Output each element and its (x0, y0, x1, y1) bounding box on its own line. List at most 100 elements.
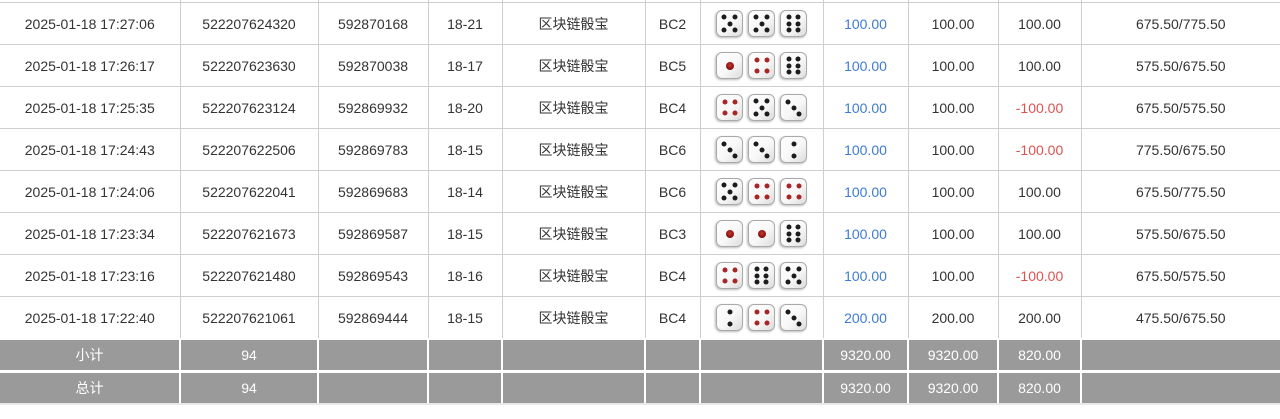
cell-game-name: 区块链骰宝 (501, 170, 646, 213)
cell-valid-amount: 100.00 (907, 44, 999, 87)
dice-group (701, 262, 822, 289)
die-icon-4 (780, 178, 807, 205)
cell-dice-result (699, 128, 824, 171)
cell-play-type: BC4 (644, 86, 701, 129)
cell-valid-amount: 200.00 (907, 296, 999, 340)
cell-bet-number: 522207622041 (179, 170, 319, 213)
cell-round-number: 592869783 (317, 128, 429, 171)
die-icon-5 (716, 178, 743, 205)
die-icon-6 (780, 52, 807, 79)
die-icon-1 (716, 52, 743, 79)
table-row: 2025-01-18 17:23:34 522207621673 5928695… (0, 212, 1280, 255)
die-icon-5 (748, 94, 775, 121)
cell-round-number: 592869587 (317, 212, 429, 255)
cell-bet-amount[interactable]: 100.00 (822, 2, 909, 45)
cell-valid-amount: 100.00 (907, 128, 999, 171)
cell-round-number: 592869683 (317, 170, 429, 213)
cell-time: 2025-01-18 17:23:16 (0, 254, 181, 297)
subtotal-row: 小计 94 9320.00 9320.00 820.00 (0, 338, 1280, 373)
die-icon-4 (748, 52, 775, 79)
summary-body: 小计 94 9320.00 9320.00 820.00 总计 94 9320.… (0, 338, 1280, 405)
table-row: 2025-01-18 17:27:06 522207624320 5928701… (0, 2, 1280, 45)
cell-dice-result (699, 254, 824, 297)
die-icon-4 (716, 94, 743, 121)
cell-time: 2025-01-18 17:22:40 (0, 296, 181, 340)
cell-dice-result (699, 296, 824, 340)
dice-group (701, 52, 822, 79)
cell-period: 18-20 (427, 86, 503, 129)
cell-game-name: 区块链骰宝 (501, 2, 646, 45)
subtotal-bet: 9320.00 (822, 338, 909, 373)
die-icon-4 (748, 178, 775, 205)
die-icon-6 (780, 10, 807, 37)
table-row: 2025-01-18 17:24:06 522207622041 5928696… (0, 170, 1280, 213)
cell-bet-amount[interactable]: 100.00 (822, 44, 909, 87)
die-icon-3 (748, 136, 775, 163)
cell-bet-number: 522207621673 (179, 212, 319, 255)
cell-bet-amount[interactable]: 100.00 (822, 212, 909, 255)
cell-time: 2025-01-18 17:24:06 (0, 170, 181, 213)
dice-group (701, 220, 822, 247)
cell-game-name: 区块链骰宝 (501, 212, 646, 255)
cell-bet-number: 522207623124 (179, 86, 319, 129)
cell-balance: 675.50/575.50 (1080, 86, 1280, 129)
dice-group (701, 94, 822, 121)
cell-bet-amount[interactable]: 200.00 (822, 296, 909, 340)
cell-dice-result (699, 212, 824, 255)
cell-balance: 575.50/675.50 (1080, 44, 1280, 87)
cell-bet-amount[interactable]: 100.00 (822, 86, 909, 129)
cell-valid-amount: 100.00 (907, 212, 999, 255)
subtotal-winloss: 820.00 (997, 338, 1082, 373)
cell-period: 18-15 (427, 128, 503, 171)
cell-bet-amount[interactable]: 100.00 (822, 254, 909, 297)
table-row: 2025-01-18 17:26:17 522207623630 5928700… (0, 44, 1280, 87)
cell-round-number: 592870168 (317, 2, 429, 45)
cell-time: 2025-01-18 17:25:35 (0, 86, 181, 129)
cell-bet-number: 522207624320 (179, 2, 319, 45)
cell-bet-number: 522207621480 (179, 254, 319, 297)
die-icon-1 (748, 220, 775, 247)
cell-winloss: 200.00 (997, 296, 1082, 340)
die-icon-4 (716, 262, 743, 289)
cell-time: 2025-01-18 17:26:17 (0, 44, 181, 87)
cell-period: 18-16 (427, 254, 503, 297)
die-icon-6 (780, 220, 807, 247)
cell-winloss: 100.00 (997, 44, 1082, 87)
cell-bet-number: 522207622506 (179, 128, 319, 171)
cell-play-type: BC2 (644, 2, 701, 45)
table-row: 2025-01-18 17:23:16 522207621480 5928695… (0, 254, 1280, 297)
dice-group (701, 10, 822, 37)
cell-game-name: 区块链骰宝 (501, 86, 646, 129)
total-label: 总计 (0, 370, 181, 405)
total-valid: 9320.00 (907, 370, 999, 405)
table-row: 2025-01-18 17:22:40 522207621061 5928694… (0, 296, 1280, 340)
cell-valid-amount: 100.00 (907, 2, 999, 45)
cell-dice-result (699, 44, 824, 87)
dice-group (701, 304, 822, 331)
cell-valid-amount: 100.00 (907, 170, 999, 213)
cell-balance: 675.50/575.50 (1080, 254, 1280, 297)
cell-round-number: 592869543 (317, 254, 429, 297)
cell-dice-result (699, 2, 824, 45)
cell-balance: 475.50/675.50 (1080, 296, 1280, 340)
cell-balance: 775.50/675.50 (1080, 128, 1280, 171)
table-row: 2025-01-18 17:24:43 522207622506 5928697… (0, 128, 1280, 171)
cell-round-number: 592870038 (317, 44, 429, 87)
dice-group (701, 178, 822, 205)
cell-period: 18-17 (427, 44, 503, 87)
cell-bet-amount[interactable]: 100.00 (822, 128, 909, 171)
die-icon-1 (716, 220, 743, 247)
die-icon-3 (716, 136, 743, 163)
cell-bet-amount[interactable]: 100.00 (822, 170, 909, 213)
rows-body: 2025-01-18 17:27:06 522207624320 5928701… (0, 0, 1280, 340)
cell-balance: 675.50/775.50 (1080, 170, 1280, 213)
total-count: 94 (179, 370, 319, 405)
subtotal-label: 小计 (0, 338, 181, 373)
cell-bet-number: 522207623630 (179, 44, 319, 87)
die-icon-2 (780, 136, 807, 163)
cell-period: 18-15 (427, 296, 503, 340)
cell-round-number: 592869444 (317, 296, 429, 340)
die-icon-5 (716, 10, 743, 37)
cell-winloss: -100.00 (997, 128, 1082, 171)
